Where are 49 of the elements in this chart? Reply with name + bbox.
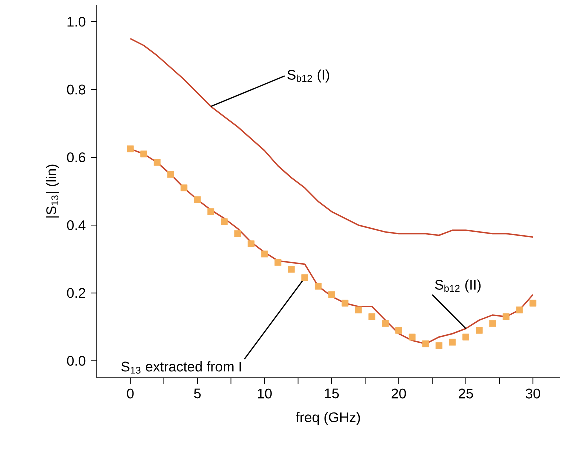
point <box>449 338 456 346</box>
point <box>154 159 161 166</box>
point <box>234 230 242 238</box>
x-tick-label: 15 <box>325 388 340 399</box>
point <box>422 340 430 348</box>
y-tick-label: 1.0 <box>68 17 86 27</box>
point <box>436 342 443 350</box>
point <box>530 300 537 307</box>
point <box>208 208 214 216</box>
point <box>274 259 282 266</box>
point <box>408 334 416 341</box>
point <box>288 266 295 273</box>
annotation: S$_{b12}$ (I) <box>288 70 330 83</box>
x-tick-label: 10 <box>258 388 272 399</box>
point <box>502 314 510 320</box>
point <box>342 300 349 307</box>
point <box>194 196 202 204</box>
point <box>368 314 376 320</box>
x-tick-label: 0 <box>127 388 134 399</box>
point <box>302 274 308 282</box>
point <box>180 184 188 192</box>
annotation: S$_{b12}$ (II) <box>435 280 481 293</box>
y-tick-label: 0.6 <box>67 152 86 163</box>
point <box>127 146 134 153</box>
x-tick-label: 5 <box>194 388 201 399</box>
point <box>382 320 389 328</box>
x-axis-title: freq (GHz) <box>296 412 360 426</box>
point <box>167 171 174 178</box>
point <box>315 283 322 290</box>
point <box>261 250 268 258</box>
x-tick-label: 20 <box>392 388 406 399</box>
y-tick-label: 0.0 <box>67 356 86 366</box>
point <box>140 150 148 158</box>
x-tick-label: 30 <box>526 388 540 399</box>
point <box>355 306 362 314</box>
point <box>490 320 496 328</box>
y-tick-label: 0.4 <box>67 220 86 230</box>
point <box>476 327 483 334</box>
point <box>221 218 228 226</box>
y-tick-label: 0.8 <box>67 84 86 95</box>
point <box>516 306 524 314</box>
point <box>328 292 336 298</box>
point <box>396 327 402 334</box>
point <box>462 334 470 341</box>
point <box>248 240 255 248</box>
annotation: S$_{13}$ extracted from I <box>122 362 242 374</box>
x-tick-label: 25 <box>459 388 474 399</box>
y-axis-title: |S$_{13}$| (lin) <box>46 164 60 218</box>
y-tick-label: 0.2 <box>67 288 86 298</box>
